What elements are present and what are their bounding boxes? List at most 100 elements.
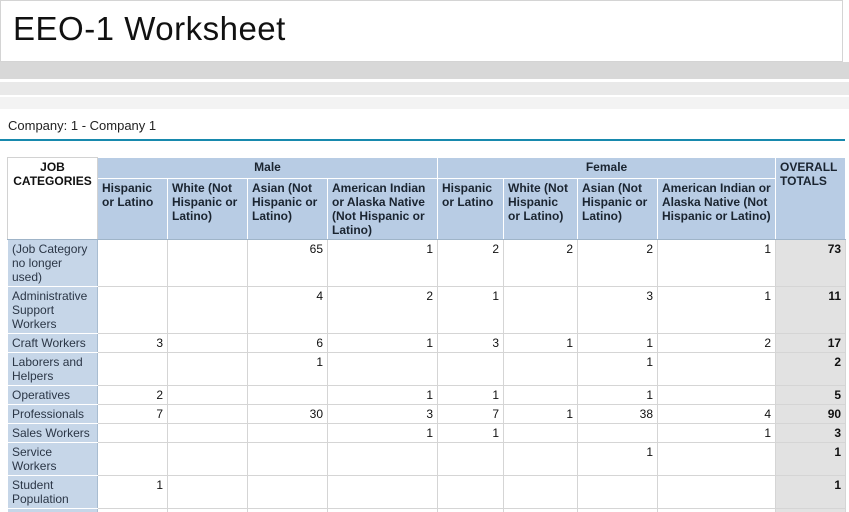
title-bar: EEO-1 Worksheet	[0, 0, 843, 62]
value-cell	[247, 385, 328, 405]
job-category-cell: Technicians	[7, 508, 98, 512]
value-cell: 11	[327, 508, 438, 512]
value-cell: 1	[327, 423, 438, 443]
value-cell	[503, 423, 578, 443]
job-category-cell: Sales Workers	[7, 423, 98, 443]
value-cell: 43	[577, 508, 658, 512]
value-cell	[577, 423, 658, 443]
job-category-cell: Professionals	[7, 404, 98, 424]
table-row: (Job Category no longer used) 65 1 2 2 2 1 73	[7, 239, 847, 287]
value-cell: 1	[577, 385, 658, 405]
value-cell	[167, 442, 248, 476]
value-cell: 2067	[247, 508, 328, 512]
value-cell	[167, 423, 248, 443]
value-cell	[167, 404, 248, 424]
row-total-cell: 90	[775, 404, 847, 424]
value-cell: 38	[577, 404, 658, 424]
eeo1-table: JOB CATEGORIES Male Female OVERALL TOTAL…	[7, 157, 847, 512]
value-cell: 2	[97, 385, 168, 405]
value-cell: 7	[437, 404, 504, 424]
table-row: Administrative Support Workers 4 2 1 3 1 11	[7, 286, 847, 334]
value-cell: 7	[656, 508, 777, 512]
row-total-cell: 1	[775, 475, 847, 509]
job-category-cell: Service Workers	[7, 442, 98, 476]
value-cell	[97, 423, 168, 443]
value-cell: 1	[577, 352, 658, 386]
value-cell	[503, 286, 578, 334]
group-header-row: JOB CATEGORIES Male Female OVERALL TOTAL…	[7, 157, 847, 240]
value-cell	[167, 475, 248, 509]
female-hispanic-header: Hispanic or Latino	[437, 178, 504, 240]
value-cell: 6	[247, 333, 328, 353]
value-cell	[656, 442, 777, 476]
table-row: Service Workers 1 1	[7, 442, 847, 476]
job-category-cell: Craft Workers	[7, 333, 98, 353]
value-cell: 4	[247, 286, 328, 334]
company-label: Company: 1 - Company 1	[0, 118, 845, 141]
value-cell: 7	[97, 404, 168, 424]
row-total-cell: 17	[775, 333, 847, 353]
male-asian-header: Asian (Not Hispanic or Latino)	[247, 178, 328, 240]
row-total-cell: 1	[775, 442, 847, 476]
job-category-cell: Student Population	[7, 475, 98, 509]
row-total-cell: 2347	[775, 508, 847, 512]
value-cell: 2	[327, 286, 438, 334]
overall-totals-header: OVERALL TOTALS	[775, 157, 847, 240]
divider	[0, 95, 849, 97]
value-cell	[503, 385, 578, 405]
value-cell	[437, 475, 504, 509]
value-cell: 1	[503, 404, 578, 424]
female-group-header: Female	[436, 157, 777, 179]
value-cell	[327, 442, 438, 476]
value-cell	[167, 333, 248, 353]
value-cell	[327, 475, 438, 509]
value-cell: 1	[327, 333, 438, 353]
value-cell: 3	[327, 404, 438, 424]
value-cell: 30	[247, 404, 328, 424]
row-total-cell: 2	[775, 352, 847, 386]
value-cell: 1	[327, 385, 438, 405]
divider	[0, 79, 849, 82]
value-cell: 2	[503, 239, 578, 287]
value-cell	[167, 352, 248, 386]
value-cell: 3	[97, 333, 168, 353]
value-cell: 1	[656, 423, 777, 443]
sub-header-row: Hispanic or Latino White (Not Hispanic o…	[8, 178, 846, 240]
value-cell: 65	[247, 239, 328, 287]
job-category-cell: Laborers and Helpers	[7, 352, 98, 386]
value-cell: 4	[656, 404, 777, 424]
value-cell: 20	[97, 508, 168, 512]
toolbar-strip-light	[0, 97, 849, 109]
value-cell	[503, 442, 578, 476]
value-cell: 2	[577, 239, 658, 287]
value-cell: 1	[577, 333, 658, 353]
value-cell	[656, 352, 777, 386]
value-cell	[97, 239, 168, 287]
female-asian-header: Asian (Not Hispanic or Latino)	[577, 178, 658, 240]
male-white-header: White (Not Hispanic or Latino)	[167, 178, 248, 240]
value-cell: 1	[437, 423, 504, 443]
value-cell	[97, 352, 168, 386]
table-body: (Job Category no longer used) 65 1 2 2 2 1 73 Ad…	[7, 239, 847, 512]
value-cell	[247, 423, 328, 443]
male-group-header: Male	[97, 157, 438, 179]
value-cell: 1	[577, 442, 658, 476]
value-cell: 1	[97, 475, 168, 509]
table-row: Laborers and Helpers 1 1 2	[7, 352, 847, 386]
value-cell: 1	[503, 333, 578, 353]
value-cell	[167, 286, 248, 334]
row-total-cell: 11	[775, 286, 847, 334]
table-row: Sales Workers 1 1 1 3	[7, 423, 847, 443]
value-cell	[656, 475, 777, 509]
value-cell: 1	[437, 385, 504, 405]
value-cell	[167, 385, 248, 405]
row-total-cell: 73	[775, 239, 847, 287]
value-cell	[437, 442, 504, 476]
value-cell: 3	[437, 333, 504, 353]
value-cell: 2	[656, 333, 777, 353]
row-total-cell: 5	[775, 385, 847, 405]
table-row: Professionals 7 30 3 7 1 38 4 90	[7, 404, 847, 424]
table-row: Craft Workers 3 6 1 3 1 1 2 17	[7, 333, 847, 353]
table-row: Technicians2010220671122754372347	[7, 508, 847, 512]
table-row: Operatives 2 1 1 1 5	[7, 385, 847, 405]
